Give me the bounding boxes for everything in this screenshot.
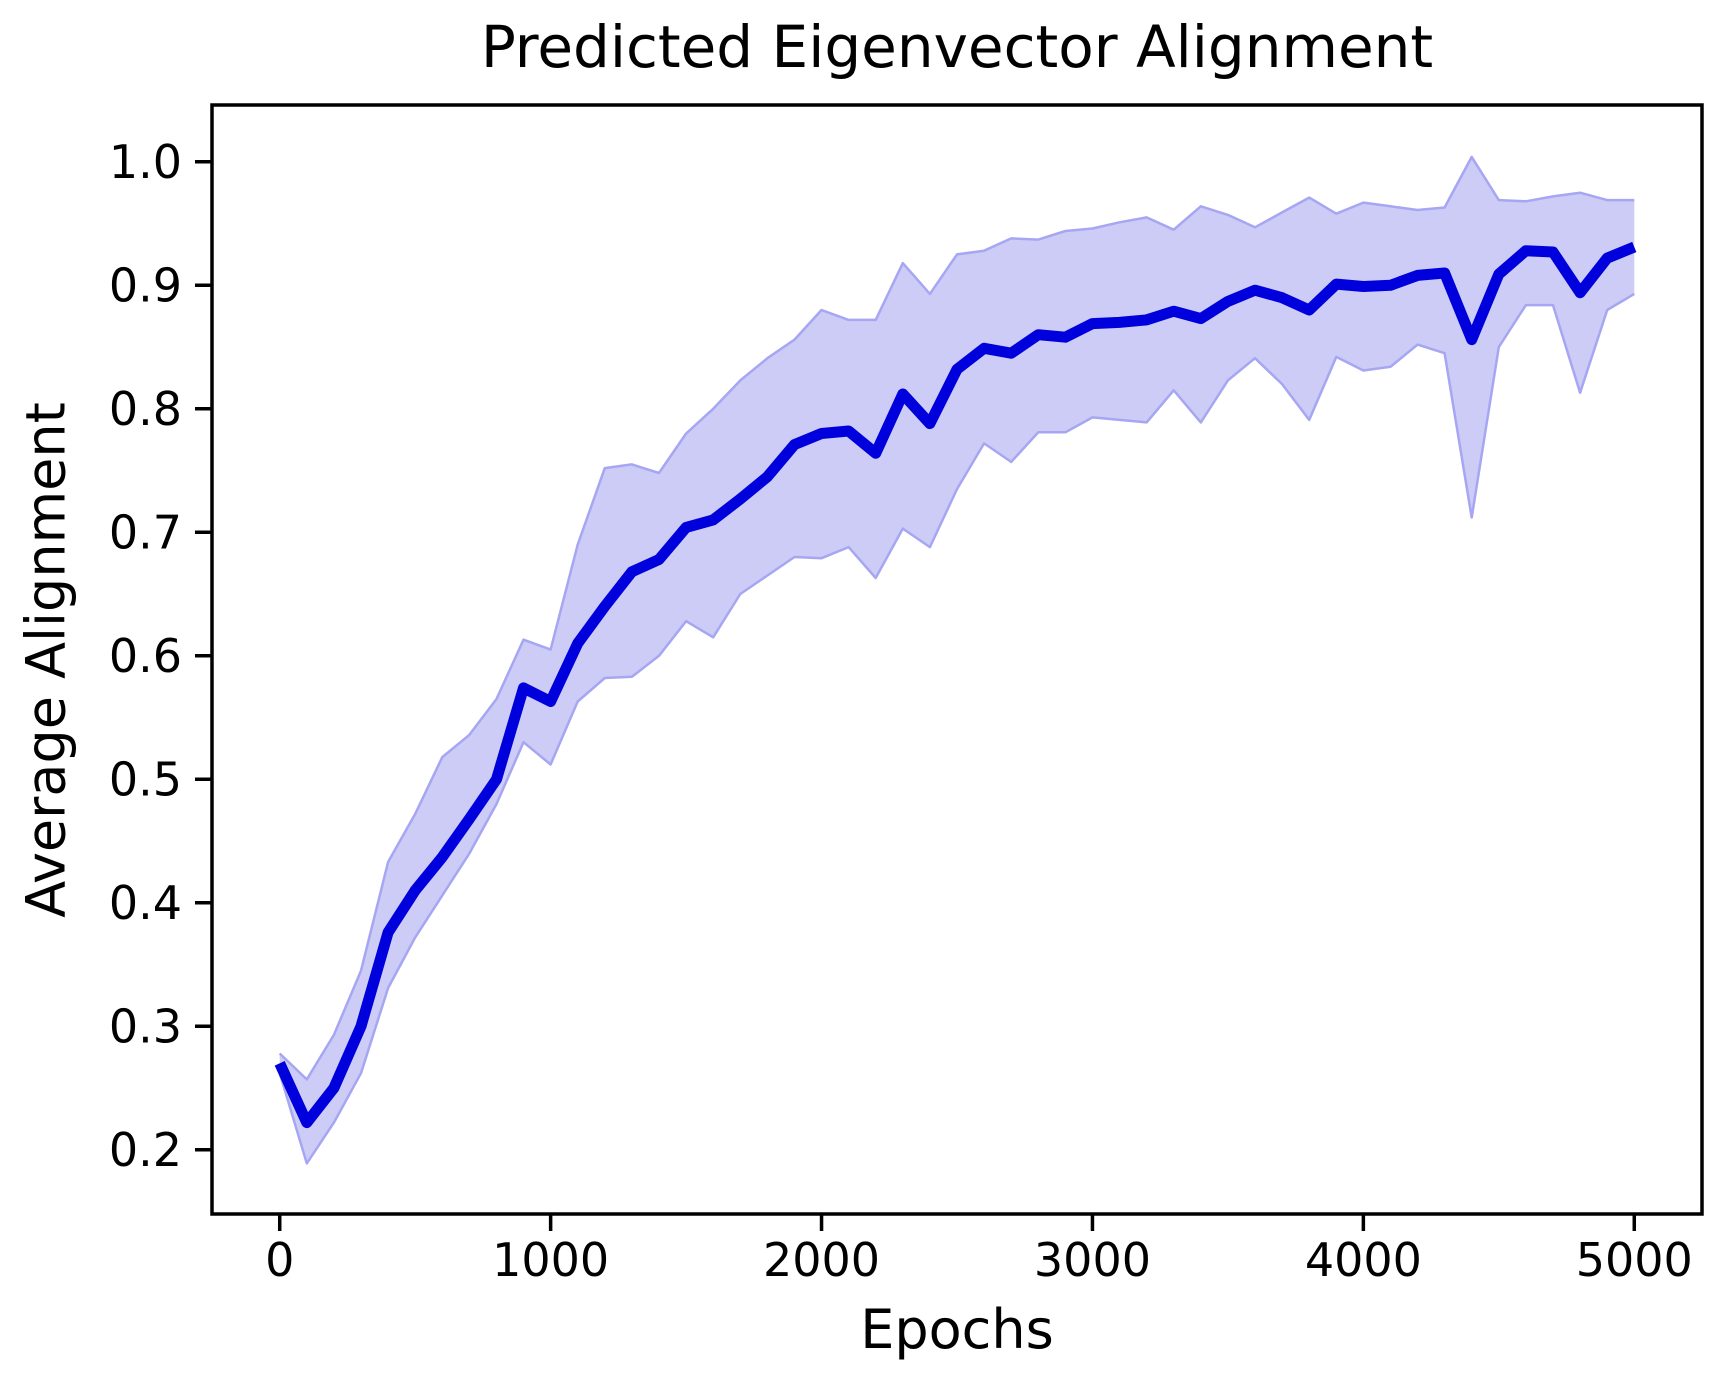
x-axis-label: Epochs (860, 1298, 1054, 1361)
x-tick-label: 1000 (492, 1233, 609, 1287)
y-tick-label: 0.4 (109, 876, 182, 930)
y-tick-label: 0.7 (109, 505, 182, 559)
confidence-band (279, 156, 1635, 1164)
mean-line (274, 241, 1637, 1129)
y-tick-label: 0.8 (109, 382, 182, 436)
x-tick-label: 3000 (1034, 1233, 1151, 1287)
x-tick-label: 5000 (1576, 1233, 1693, 1287)
y-tick-label: 0.9 (109, 258, 182, 312)
x-tick-label: 2000 (763, 1233, 880, 1287)
y-tick-label: 0.5 (109, 752, 182, 806)
axes-frame (210, 103, 1704, 1216)
y-axis-label: Average Alignment (14, 402, 78, 918)
y-tick-label: 0.2 (109, 1123, 182, 1177)
band-upper-edge (278, 155, 1635, 1081)
x-tick-label: 0 (265, 1233, 294, 1287)
band-lower-edge (278, 292, 1635, 1165)
y-tick-label: 0.3 (109, 999, 182, 1053)
y-tick-label: 0.6 (109, 629, 182, 683)
y-tick-label: 1.0 (109, 135, 182, 189)
chart-title: Predicted Eigenvector Alignment (480, 13, 1434, 81)
x-tick-label: 4000 (1305, 1233, 1422, 1287)
